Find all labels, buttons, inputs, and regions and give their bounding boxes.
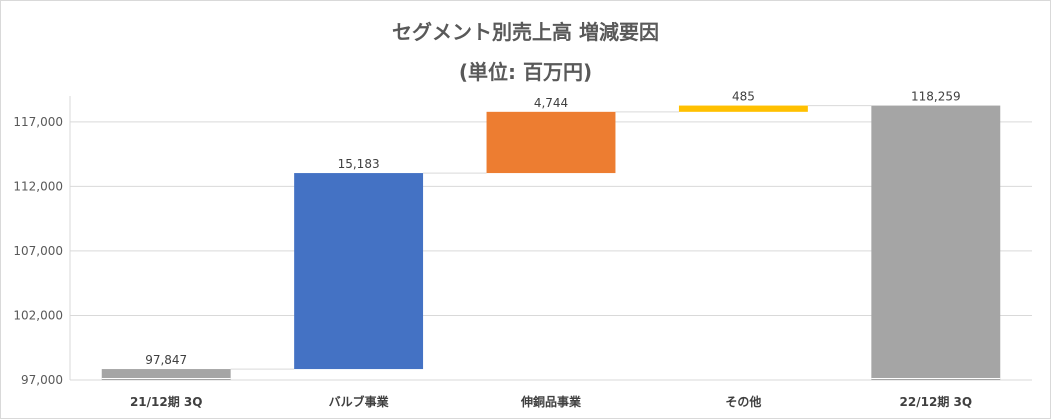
- bar: [678, 105, 808, 112]
- chart-title: セグメント別売上高 増減要因: [392, 20, 659, 44]
- data-label: 15,183: [338, 157, 380, 171]
- y-tick-label: 97,000: [21, 373, 63, 387]
- category-label: 21/12期 3Q: [130, 394, 203, 409]
- category-label: その他: [725, 394, 761, 409]
- y-tick-label: 112,000: [13, 179, 63, 193]
- y-tick-label: 107,000: [13, 244, 63, 258]
- chart-subtitle: (単位: 百万円): [458, 60, 593, 84]
- bar: [486, 111, 616, 174]
- category-label: バルブ事業: [329, 394, 390, 409]
- data-label: 118,259: [911, 90, 961, 104]
- category-label: 伸銅品事業: [520, 394, 582, 409]
- data-label: 4,744: [534, 96, 568, 110]
- bar: [294, 173, 424, 370]
- bar: [871, 105, 1001, 380]
- category-label: 22/12期 3Q: [900, 394, 973, 409]
- data-label: 97,847: [145, 353, 187, 367]
- y-tick-label: 102,000: [13, 308, 63, 322]
- data-label: 485: [732, 90, 755, 104]
- bar: [101, 369, 231, 380]
- y-tick-label: 117,000: [13, 115, 63, 129]
